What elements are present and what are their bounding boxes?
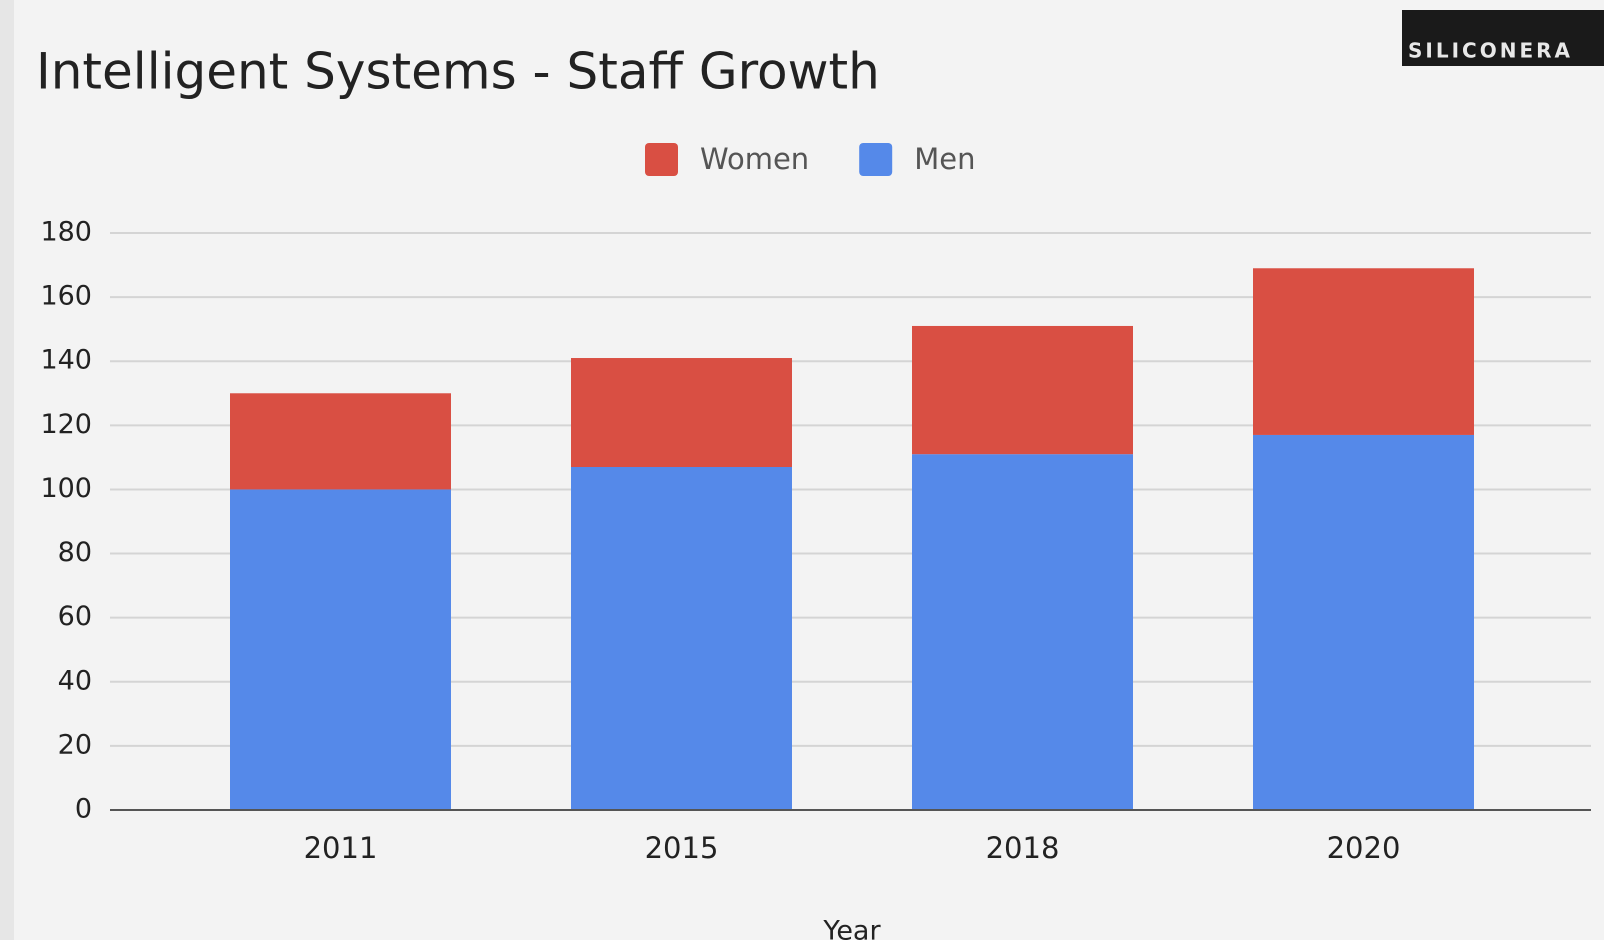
bar-segment [912, 325, 1133, 455]
x-tick-label: 2015 [645, 831, 719, 865]
watermark: SILICONERA [1408, 39, 1573, 63]
bar-segment [571, 467, 792, 810]
bar-segment [230, 489, 451, 810]
legend-swatch [645, 143, 678, 176]
legend-label: Women [700, 142, 809, 176]
y-tick-label: 160 [40, 281, 92, 312]
y-tick-label: 140 [40, 345, 92, 376]
x-tick-label: 2011 [304, 831, 378, 865]
y-tick-label: 120 [40, 409, 92, 440]
x-tick-label: 2018 [986, 831, 1060, 865]
edge-shade [0, 0, 14, 940]
bar-segment [912, 454, 1133, 810]
y-tick-label: 40 [58, 665, 92, 696]
legend-swatch [859, 143, 893, 176]
bar-segment [1253, 268, 1474, 435]
y-tick-label: 0 [75, 794, 92, 825]
y-tick-label: 80 [58, 537, 92, 568]
bar-segment [230, 393, 451, 490]
y-tick-label: 60 [58, 601, 92, 632]
y-tick-label: 20 [58, 729, 92, 760]
x-tick-label: 2020 [1327, 831, 1401, 865]
legend-label: Men [914, 142, 975, 176]
y-tick-label: 100 [40, 473, 92, 504]
chart-title: Intelligent Systems - Staff Growth [36, 43, 880, 101]
watermark-box [1402, 10, 1604, 66]
x-axis-label: Year [822, 916, 881, 940]
bar-segment [1253, 434, 1474, 810]
bar-segment [571, 358, 792, 468]
y-tick-label: 180 [40, 217, 92, 248]
